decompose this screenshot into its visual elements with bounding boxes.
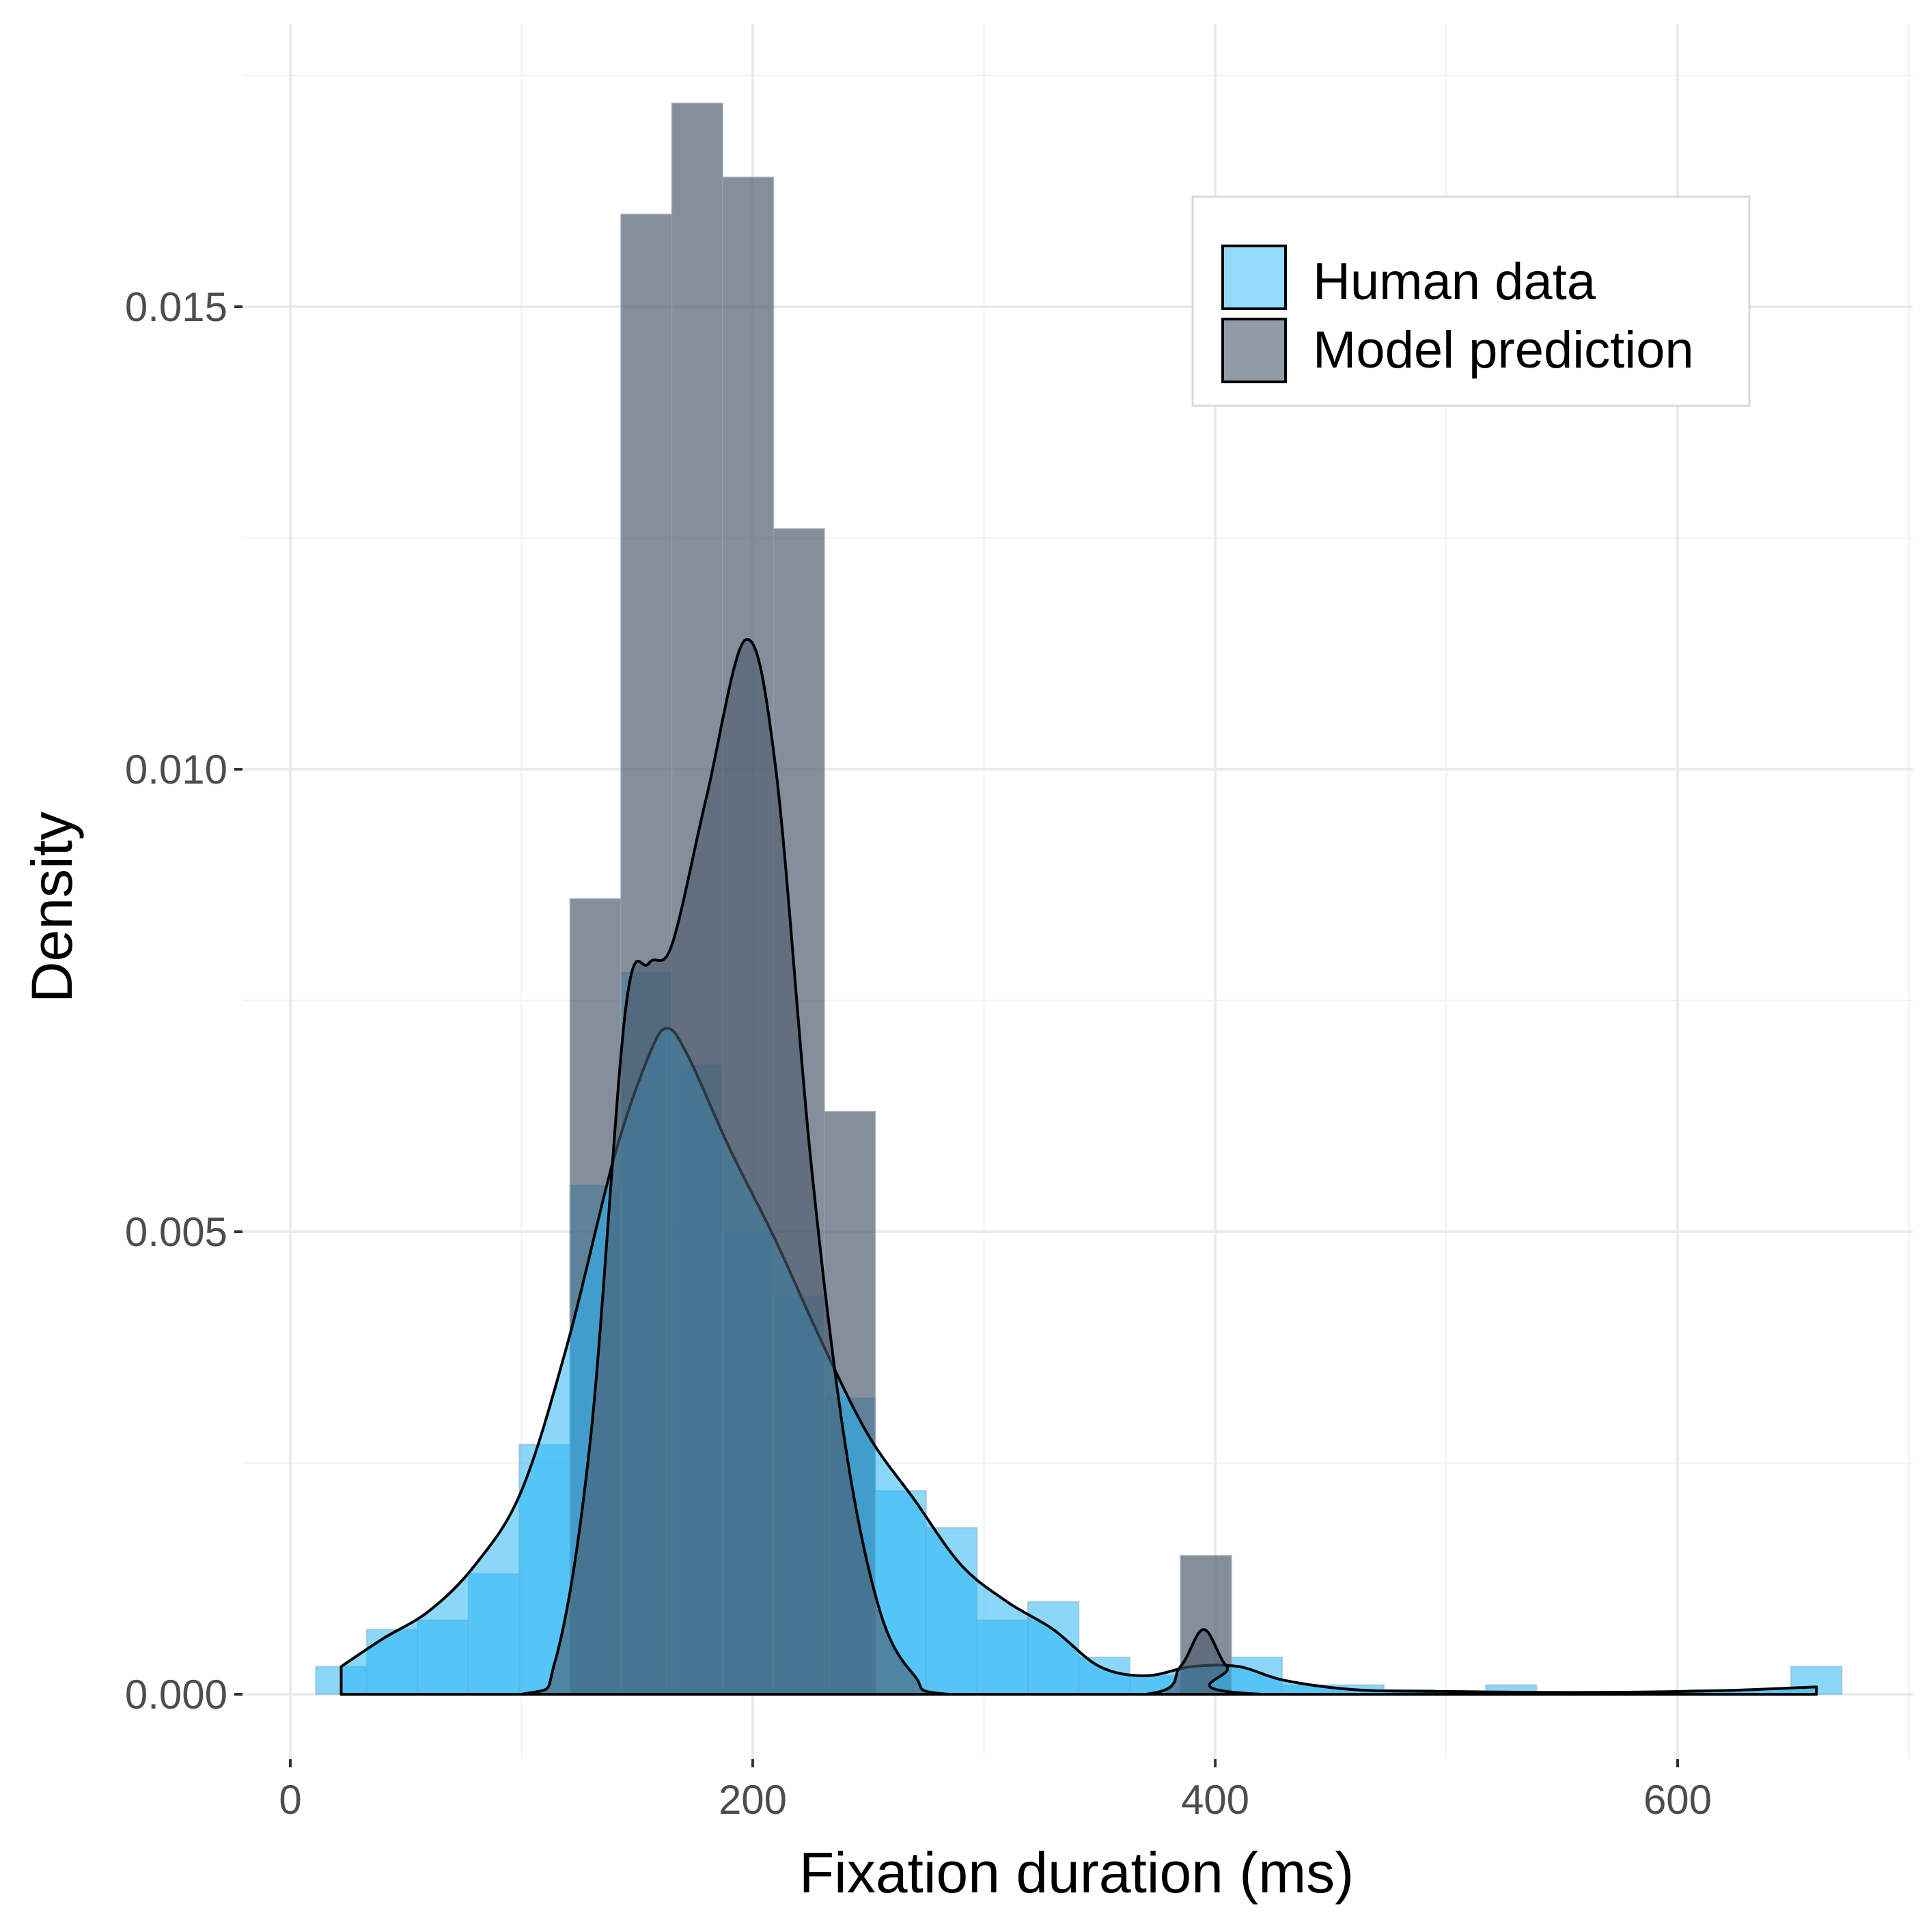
y-tick-label: 0.000 bbox=[125, 1672, 227, 1717]
legend-label-model-prediction: Model prediction bbox=[1313, 321, 1694, 379]
y-tick-label: 0.010 bbox=[125, 747, 227, 792]
legend-key-model-prediction bbox=[1221, 318, 1287, 383]
x-tick-label: 600 bbox=[1643, 1777, 1712, 1823]
density-curves bbox=[339, 638, 1818, 1696]
x-axis-title: Fixation duration (ms) bbox=[799, 1840, 1354, 1905]
y-axis-title: Density bbox=[20, 812, 84, 1003]
axes: 0 200 400 600 0.000 0.005 0.010 0.015 bbox=[125, 284, 1712, 1823]
x-tick-label: 400 bbox=[1181, 1777, 1249, 1823]
legend: Human data Model prediction bbox=[1191, 195, 1751, 407]
legend-label-human-data: Human data bbox=[1313, 253, 1596, 311]
x-tick-label: 0 bbox=[279, 1777, 301, 1823]
y-tick-label: 0.005 bbox=[125, 1209, 227, 1255]
y-tick-label: 0.015 bbox=[125, 284, 227, 330]
x-tick-label: 200 bbox=[719, 1777, 787, 1823]
density-curve-model-prediction bbox=[339, 638, 1818, 1696]
legend-key-human-data bbox=[1221, 245, 1287, 310]
